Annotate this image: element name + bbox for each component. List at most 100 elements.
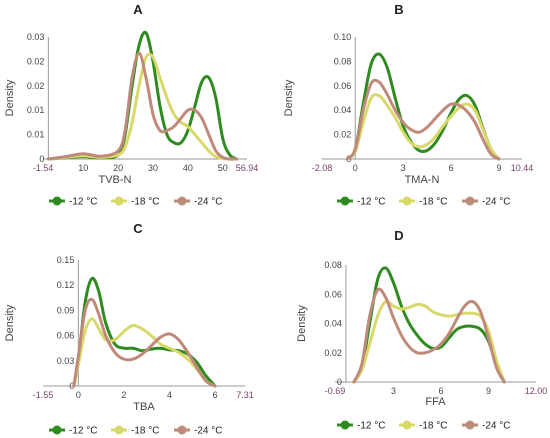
x-axis-label: FFA	[425, 396, 446, 408]
x-tick-label: 9	[496, 163, 501, 173]
legend: -12 °C -18 °C -24 °C	[49, 425, 222, 437]
x-axis-label: TVB-N	[99, 174, 132, 186]
y-tick-label: 0	[337, 377, 342, 387]
x-tick-label: 7.31	[236, 390, 254, 400]
x-tick-label: 2	[121, 390, 126, 400]
panel-label: B	[394, 2, 403, 17]
x-tick-label: 10.44	[511, 163, 534, 173]
x-tick-label: 3	[401, 163, 406, 173]
y-tick-label: 0.02	[324, 348, 342, 358]
y-tick-label: 0.15	[57, 255, 75, 265]
x-tick-label: -1.54	[33, 163, 54, 173]
legend-marker	[177, 196, 187, 206]
x-tick-label: -1.55	[33, 390, 54, 400]
y-tick-label: 0.03	[27, 32, 45, 42]
legend-marker	[465, 196, 475, 206]
x-tick-label: 0	[353, 163, 358, 173]
series-line	[345, 93, 501, 161]
x-tick-label: -2.08	[312, 163, 333, 173]
legend-marker	[114, 425, 124, 435]
y-axis-label: Density	[4, 79, 16, 116]
x-tick-label: 56.94	[236, 163, 259, 173]
y-tick-label: 0	[69, 381, 74, 391]
y-tick-label: 0.03	[57, 356, 75, 366]
series-line	[345, 78, 501, 161]
legend: -12 °C -18 °C -24 °C	[49, 196, 222, 208]
legend-marker	[52, 196, 62, 206]
y-tick-label: 0.06	[334, 81, 352, 91]
x-tick-label: 6	[213, 390, 218, 400]
x-axis-label: TMA-N	[405, 174, 440, 186]
legend-label: -24 °C	[194, 197, 222, 208]
panel-label: A	[133, 2, 143, 17]
x-axis-label: TBA	[133, 401, 155, 413]
x-tick-label: 3	[391, 386, 396, 396]
x-tick-label: 6	[449, 163, 454, 173]
x-tick-label: -0.69	[325, 386, 346, 396]
panel-label: C	[133, 221, 143, 236]
y-axis-label: Density	[4, 304, 16, 341]
y-tick-label: 0.09	[57, 305, 75, 315]
y-tick-label: 0.02	[27, 56, 45, 66]
panel-C: C 0 0.03 0.06 0.09 0.12 0.15 -1.55 0 2 4 6 7.31 TBA De…	[4, 221, 254, 437]
series-line	[72, 297, 217, 388]
legend-marker	[402, 196, 412, 206]
legend-label: -24 °C	[194, 426, 222, 437]
y-axis-label: Density	[296, 305, 308, 342]
x-tick-label: 4	[167, 390, 172, 400]
x-tick-label: 12.00	[525, 386, 548, 396]
legend-marker	[340, 420, 350, 430]
legend-label: -24 °C	[482, 197, 510, 208]
panel-A: A 0 0.01 0.01 0.02 0.02 0.03 -1.54 10 20 30 40 50 56.…	[4, 2, 258, 208]
x-tick-label: 40	[183, 163, 193, 173]
legend-label: -12 °C	[69, 426, 97, 437]
y-tick-label: 0.12	[57, 280, 75, 290]
legend-marker	[114, 196, 124, 206]
y-tick-label: 0.06	[57, 331, 75, 341]
series-line	[46, 30, 239, 161]
y-tick-label: 0.10	[334, 32, 352, 42]
legend: -12 °C -18 °C -24 °C	[337, 196, 510, 208]
x-tick-label: 30	[148, 163, 158, 173]
legend-marker	[465, 420, 475, 430]
legend-label: -24 °C	[482, 421, 510, 432]
legend-marker	[340, 196, 350, 206]
y-axis-label: Density	[283, 79, 295, 116]
series-line	[46, 51, 239, 161]
x-tick-label: 50	[218, 163, 228, 173]
x-tick-label: 6	[438, 386, 443, 396]
y-tick-label: 0.04	[334, 105, 352, 115]
legend-label: -18 °C	[131, 197, 159, 208]
y-tick-label: 0.06	[324, 289, 342, 299]
x-tick-label: 20	[113, 163, 123, 173]
x-tick-label: 10	[78, 163, 88, 173]
legend-marker	[402, 420, 412, 430]
panel-label: D	[394, 228, 403, 243]
x-tick-label: 0	[76, 390, 81, 400]
series-line	[352, 287, 506, 384]
y-tick-label: 0.01	[27, 130, 45, 140]
series-line	[345, 52, 501, 161]
series-line	[46, 52, 239, 161]
y-tick-label: 0	[39, 154, 44, 164]
y-tick-label: 0.08	[334, 56, 352, 66]
legend-label: -12 °C	[357, 421, 385, 432]
y-tick-label: 0.04	[324, 319, 342, 329]
legend-marker	[52, 425, 62, 435]
legend-label: -18 °C	[419, 421, 447, 432]
panel-D: D 0 0.02 0.04 0.06 0.08 -0.69 3 6 9 12.00 FFA Densit…	[296, 228, 547, 432]
panel-B: B00.020.040.060.080.10-2.08 0 3 6 9 10.44TMA-…	[283, 2, 533, 208]
y-tick-label: 0.08	[324, 260, 342, 270]
legend-label: -12 °C	[357, 197, 385, 208]
y-tick-label: 0.02	[27, 81, 45, 91]
legend-label: -18 °C	[131, 426, 159, 437]
y-tick-label: 0.02	[334, 130, 352, 140]
legend-marker	[177, 425, 187, 435]
legend-label: -12 °C	[69, 197, 97, 208]
x-tick-label: 9	[486, 386, 491, 396]
series-line	[352, 266, 506, 384]
y-tick-label: 0.01	[27, 105, 45, 115]
legend-label: -18 °C	[419, 197, 447, 208]
legend: -12 °C -18 °C -24 °C	[337, 420, 510, 432]
